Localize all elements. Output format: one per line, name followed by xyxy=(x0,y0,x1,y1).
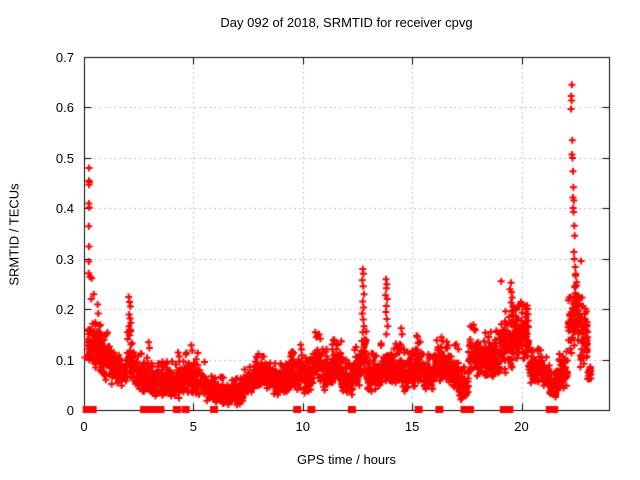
y-tick-label: 0.1 xyxy=(55,352,74,368)
chart-title: Day 092 of 2018, SRMTID for receiver cpv… xyxy=(220,15,473,30)
y-tick-label: 0.2 xyxy=(55,302,74,317)
y-tick-label: 0 xyxy=(66,403,74,418)
y-tick-label: 0.5 xyxy=(55,150,74,166)
y-tick-label: 0.3 xyxy=(55,251,74,267)
y-tick-label: 0.4 xyxy=(55,201,74,216)
x-tick-label: 15 xyxy=(404,419,420,434)
x-tick-label: 5 xyxy=(189,419,197,434)
y-tick-label: 0.6 xyxy=(55,100,74,115)
x-tick-label: 0 xyxy=(80,419,88,434)
x-tick-label: 20 xyxy=(514,419,529,434)
x-tick-label: 10 xyxy=(295,419,310,434)
x-axis-label: GPS time / hours xyxy=(297,452,396,467)
y-tick-label: 0.7 xyxy=(55,49,74,65)
